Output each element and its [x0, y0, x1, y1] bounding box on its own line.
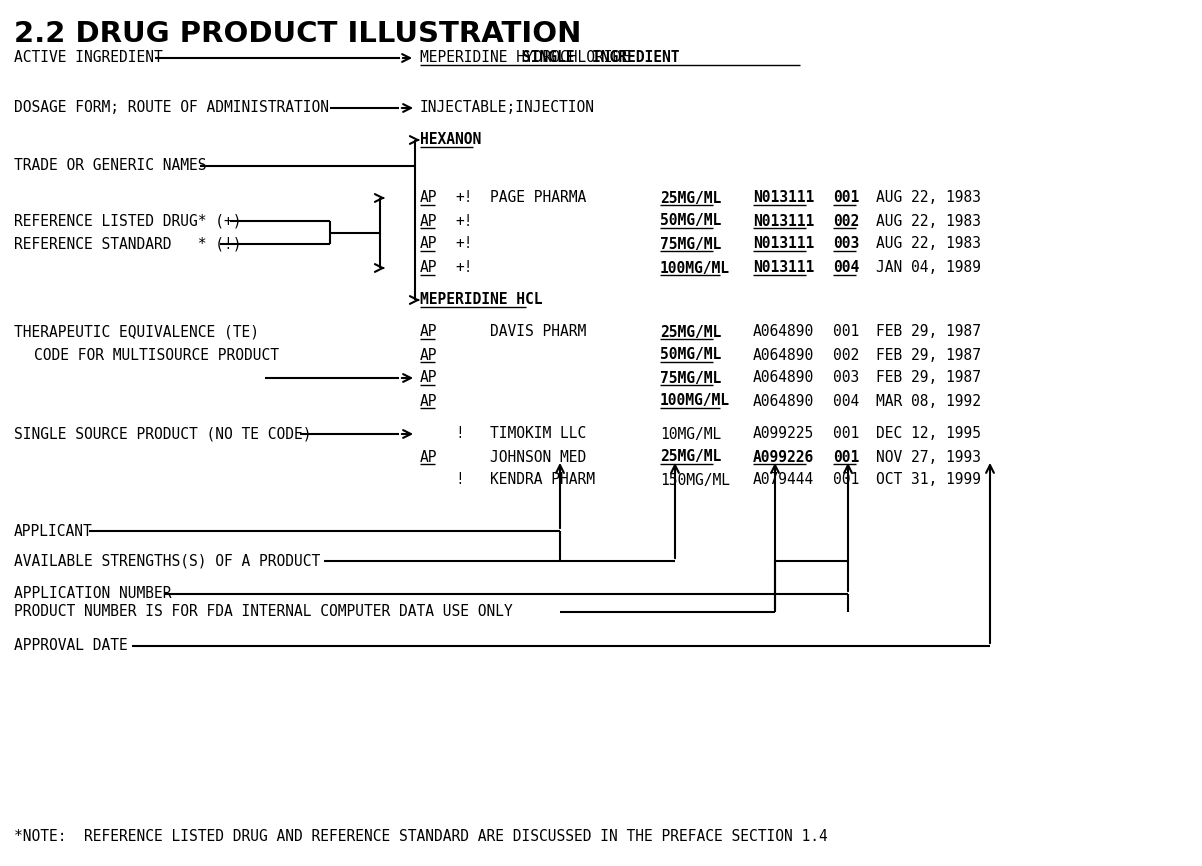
- Text: A064890: A064890: [752, 347, 814, 363]
- Text: TIMOKIM LLC: TIMOKIM LLC: [490, 426, 587, 442]
- Text: APPROVAL DATE: APPROVAL DATE: [14, 638, 127, 654]
- Text: AP: AP: [419, 393, 438, 409]
- Text: +!: +!: [456, 236, 472, 251]
- Text: CODE FOR MULTISOURCE PRODUCT: CODE FOR MULTISOURCE PRODUCT: [34, 347, 279, 363]
- Text: A064890: A064890: [752, 325, 814, 339]
- Text: THERAPEUTIC EQUIVALENCE (TE): THERAPEUTIC EQUIVALENCE (TE): [14, 325, 258, 339]
- Text: AP: AP: [419, 449, 438, 464]
- Text: MEPERIDINE HCL: MEPERIDINE HCL: [419, 293, 542, 307]
- Text: 001: 001: [833, 449, 859, 464]
- Text: APPLICANT: APPLICANT: [14, 524, 93, 539]
- Text: REFERENCE STANDARD   * (!): REFERENCE STANDARD * (!): [14, 236, 242, 251]
- Text: REFERENCE LISTED DRUG* (+): REFERENCE LISTED DRUG* (+): [14, 214, 242, 229]
- Text: 75MG/ML: 75MG/ML: [660, 236, 721, 251]
- Text: A099225: A099225: [752, 426, 814, 442]
- Text: INJECTABLE;INJECTION: INJECTABLE;INJECTION: [419, 100, 595, 115]
- Text: KENDRA PHARM: KENDRA PHARM: [490, 473, 595, 488]
- Text: FEB 29, 1987: FEB 29, 1987: [876, 325, 981, 339]
- Text: AP: AP: [419, 325, 438, 339]
- Text: 25MG/ML: 25MG/ML: [660, 449, 721, 464]
- Text: 100MG/ML: 100MG/ML: [660, 393, 730, 409]
- Text: AVAILABLE STRENGTHS(S) OF A PRODUCT: AVAILABLE STRENGTHS(S) OF A PRODUCT: [14, 553, 320, 568]
- Text: *NOTE:  REFERENCE LISTED DRUG AND REFERENCE STANDARD ARE DISCUSSED IN THE PREFAC: *NOTE: REFERENCE LISTED DRUG AND REFEREN…: [14, 829, 828, 844]
- Text: SINGLE  INGREDIENT: SINGLE INGREDIENT: [522, 50, 680, 66]
- Text: 001: 001: [833, 426, 859, 442]
- Text: MEPERIDINE HYDROCHLORIDE: MEPERIDINE HYDROCHLORIDE: [419, 50, 630, 66]
- Text: AUG 22, 1983: AUG 22, 1983: [876, 191, 981, 205]
- Text: HEXANON: HEXANON: [419, 132, 481, 147]
- Text: !: !: [456, 426, 464, 442]
- Text: 001: 001: [833, 473, 859, 488]
- Text: AP: AP: [419, 236, 438, 251]
- Text: 002: 002: [833, 347, 859, 363]
- Text: 003: 003: [833, 236, 859, 251]
- Text: AP: AP: [419, 191, 438, 205]
- Text: AP: AP: [419, 347, 438, 363]
- Text: N013111: N013111: [752, 261, 814, 275]
- Text: 003: 003: [833, 371, 859, 385]
- Text: PRODUCT NUMBER IS FOR FDA INTERNAL COMPUTER DATA USE ONLY: PRODUCT NUMBER IS FOR FDA INTERNAL COMPU…: [14, 604, 513, 619]
- Text: 50MG/ML: 50MG/ML: [660, 347, 721, 363]
- Text: 10MG/ML: 10MG/ML: [660, 426, 721, 442]
- Text: +!: +!: [456, 214, 472, 229]
- Text: N013111: N013111: [752, 214, 814, 229]
- Text: JOHNSON MED: JOHNSON MED: [490, 449, 587, 464]
- Text: JAN 04, 1989: JAN 04, 1989: [876, 261, 981, 275]
- Text: AUG 22, 1983: AUG 22, 1983: [876, 236, 981, 251]
- Text: TRADE OR GENERIC NAMES: TRADE OR GENERIC NAMES: [14, 158, 207, 173]
- Text: ACTIVE INGREDIENT: ACTIVE INGREDIENT: [14, 50, 162, 66]
- Text: FEB 29, 1987: FEB 29, 1987: [876, 371, 981, 385]
- Text: MAR 08, 1992: MAR 08, 1992: [876, 393, 981, 409]
- Text: 004: 004: [833, 261, 859, 275]
- Text: +!: +!: [456, 261, 472, 275]
- Text: DEC 12, 1995: DEC 12, 1995: [876, 426, 981, 442]
- Text: N013111: N013111: [752, 191, 814, 205]
- Text: A064890: A064890: [752, 371, 814, 385]
- Text: 002: 002: [833, 214, 859, 229]
- Text: OCT 31, 1999: OCT 31, 1999: [876, 473, 981, 488]
- Text: AP: AP: [419, 371, 438, 385]
- Text: NOV 27, 1993: NOV 27, 1993: [876, 449, 981, 464]
- Text: 75MG/ML: 75MG/ML: [660, 371, 721, 385]
- Text: A079444: A079444: [752, 473, 814, 488]
- Text: A099226: A099226: [752, 449, 814, 464]
- Text: SINGLE SOURCE PRODUCT (NO TE CODE): SINGLE SOURCE PRODUCT (NO TE CODE): [14, 426, 311, 442]
- Text: 001: 001: [833, 191, 859, 205]
- Text: AP: AP: [419, 261, 438, 275]
- Text: AUG 22, 1983: AUG 22, 1983: [876, 214, 981, 229]
- Text: 150MG/ML: 150MG/ML: [660, 473, 730, 488]
- Text: 25MG/ML: 25MG/ML: [660, 191, 721, 205]
- Text: PAGE PHARMA: PAGE PHARMA: [490, 191, 587, 205]
- Text: A064890: A064890: [752, 393, 814, 409]
- Text: DAVIS PHARM: DAVIS PHARM: [490, 325, 587, 339]
- Text: FEB 29, 1987: FEB 29, 1987: [876, 347, 981, 363]
- Text: DOSAGE FORM; ROUTE OF ADMINISTRATION: DOSAGE FORM; ROUTE OF ADMINISTRATION: [14, 100, 329, 115]
- Text: 001: 001: [833, 325, 859, 339]
- Text: 2.2 DRUG PRODUCT ILLUSTRATION: 2.2 DRUG PRODUCT ILLUSTRATION: [14, 20, 582, 48]
- Text: 25MG/ML: 25MG/ML: [660, 325, 721, 339]
- Text: APPLICATION NUMBER: APPLICATION NUMBER: [14, 586, 172, 602]
- Text: 100MG/ML: 100MG/ML: [660, 261, 730, 275]
- Text: AP: AP: [419, 214, 438, 229]
- Text: !: !: [456, 473, 464, 488]
- Text: 50MG/ML: 50MG/ML: [660, 214, 721, 229]
- Text: +!: +!: [456, 191, 472, 205]
- Text: N013111: N013111: [752, 236, 814, 251]
- Text: 004: 004: [833, 393, 859, 409]
